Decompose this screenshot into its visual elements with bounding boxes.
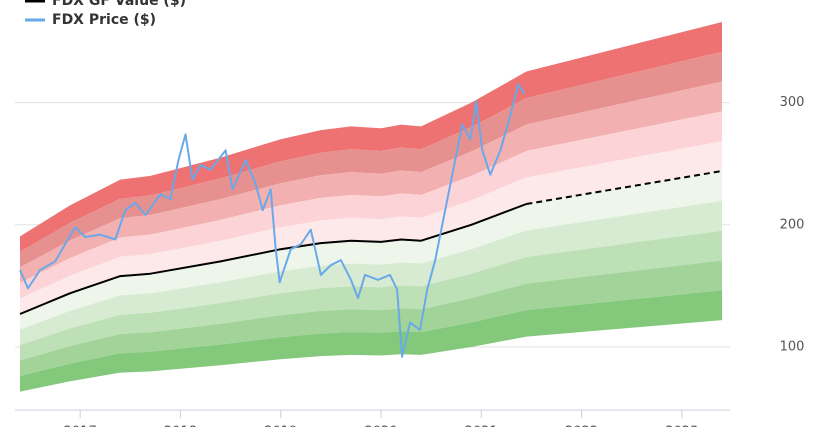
valuation-band [20, 171, 722, 330]
legend-label: FDX Price ($) [52, 12, 156, 28]
x-tick-label: 2018 [164, 425, 197, 427]
y-tick-label: 300 [780, 95, 805, 110]
x-tick-label: 2020 [364, 425, 397, 427]
valuation-band [20, 141, 722, 314]
valuation-band [20, 22, 722, 252]
legend-label: FDX GF Value ($) [52, 0, 186, 9]
valuation-band [20, 260, 722, 376]
valuation-band [20, 200, 722, 345]
x-tick-label: 2021 [465, 425, 498, 427]
y-tick-label: 100 [780, 339, 805, 354]
valuation-band [20, 230, 722, 361]
gf-value-line [19, 203, 527, 315]
valuation-band [20, 51, 722, 268]
y-tick-label: 200 [780, 217, 805, 232]
valuation-band [20, 81, 722, 283]
x-tick-label: 2023 [665, 425, 698, 427]
valuation-band [20, 111, 722, 299]
x-tick-label: 2022 [565, 425, 598, 427]
price-line [19, 83, 526, 358]
x-tick-label: 2019 [264, 425, 297, 427]
x-tick-label: 2017 [64, 425, 97, 427]
gf-value-projection [526, 170, 723, 205]
valuation-band [20, 290, 722, 392]
